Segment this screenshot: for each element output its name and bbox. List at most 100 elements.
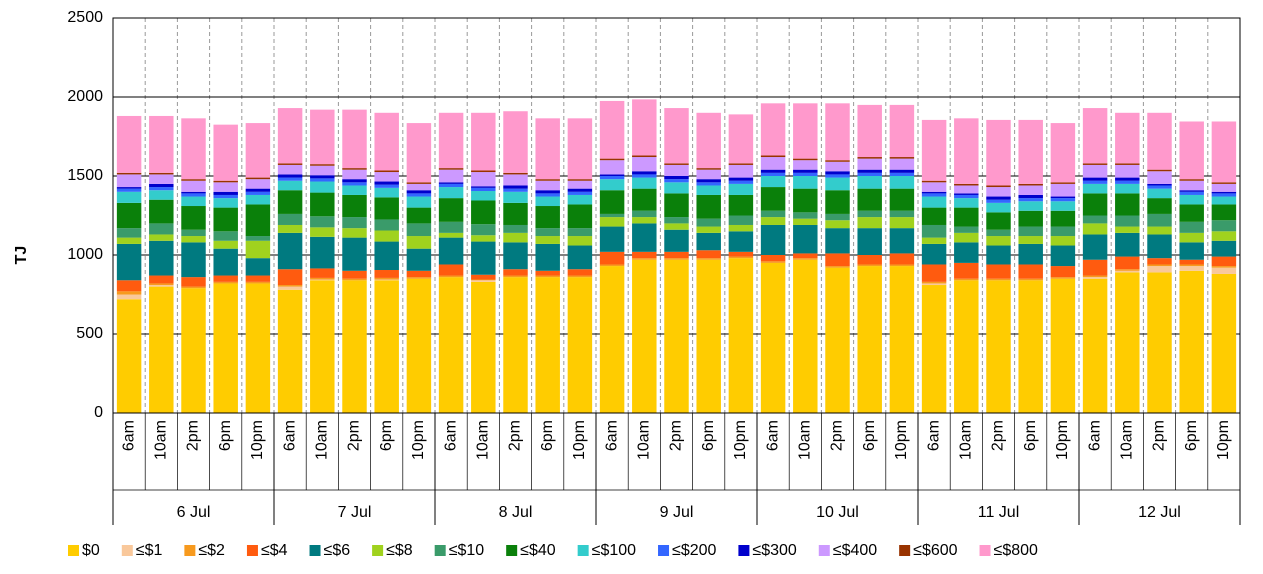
bar-segment — [793, 259, 818, 413]
bar-segment — [535, 180, 560, 191]
bar-segment — [567, 180, 593, 189]
bar-segment — [149, 183, 174, 188]
bar-segment — [116, 228, 142, 238]
bar-segment — [1211, 121, 1237, 183]
bar-segment — [1018, 185, 1043, 195]
bar-segment — [374, 280, 399, 413]
bar-segment — [567, 191, 593, 195]
bar-segment — [149, 174, 174, 184]
bar-segment — [921, 196, 947, 208]
bar-segment — [374, 230, 399, 242]
bar-segment — [1050, 198, 1076, 202]
bar-segment — [825, 171, 850, 175]
bar-segment — [760, 172, 786, 176]
legend-label: ≤$1 — [136, 542, 163, 559]
bar-segment — [696, 232, 721, 251]
x-tick-label: 2pm — [1151, 420, 1168, 451]
bar-segment — [1018, 198, 1043, 202]
bar-segment — [213, 248, 238, 276]
bar-segment — [825, 267, 850, 413]
bar-segment — [664, 164, 689, 176]
bar-segment — [181, 193, 206, 197]
bar-segment — [1211, 183, 1237, 192]
legend-label: ≤$800 — [994, 542, 1038, 559]
bar-segment — [310, 165, 335, 176]
bar-segment — [664, 182, 689, 194]
bar-segment — [116, 172, 142, 175]
bar-segment — [1018, 210, 1043, 227]
bar-segment — [696, 185, 721, 195]
bar-segment — [825, 177, 850, 191]
bar-segment — [342, 185, 367, 195]
bar-segment — [954, 207, 979, 227]
bar-segment — [471, 200, 496, 225]
bar-segment — [793, 188, 818, 213]
bar-segment — [889, 217, 915, 229]
bar-segment — [599, 266, 625, 413]
bar-segment — [889, 264, 915, 267]
bar-segment — [728, 215, 754, 225]
bar-segment — [760, 103, 786, 156]
bar-segment — [310, 109, 335, 165]
bar-segment — [342, 169, 367, 180]
bar-segment — [310, 280, 335, 413]
group-label: 11 Jul — [978, 504, 1020, 521]
bar-segment — [728, 164, 754, 178]
y-tick-label: 1500 — [67, 167, 103, 184]
bar-segment — [1147, 272, 1172, 413]
bar-segment — [535, 275, 560, 278]
x-tick-label: 2pm — [668, 420, 685, 451]
bar-segment — [986, 187, 1011, 197]
bar-segment — [1018, 278, 1043, 281]
bar-segment — [535, 243, 560, 271]
bar-segment — [954, 194, 979, 199]
bar-segment — [825, 103, 850, 161]
bar-segment — [1082, 275, 1108, 278]
bar-segment — [1211, 256, 1237, 267]
bar-segment — [728, 114, 754, 164]
bar-segment — [921, 207, 947, 225]
bar-segment — [857, 266, 882, 413]
bar-segment — [1147, 112, 1172, 170]
bar-segment — [632, 259, 657, 413]
bar-segment — [567, 228, 593, 237]
bar-segment — [728, 183, 754, 195]
bar-segment — [503, 172, 528, 175]
y-tick-label: 2000 — [67, 88, 103, 105]
bar-segment — [1082, 259, 1108, 276]
bar-segment — [374, 197, 399, 220]
bar-segment — [471, 172, 496, 187]
bar-segment — [793, 158, 818, 161]
legend-swatch — [899, 545, 911, 556]
bar-segment — [438, 275, 464, 278]
bar-segment — [181, 179, 206, 181]
bar-segment — [696, 258, 721, 260]
bar-segment — [149, 240, 174, 276]
bar-segment — [149, 286, 174, 413]
legend-swatch — [979, 545, 991, 556]
bar-segment — [1179, 191, 1204, 195]
bar-segment — [277, 289, 303, 413]
bar-segment — [245, 194, 271, 205]
legend-label: ≤$200 — [672, 542, 716, 559]
bar-segment — [310, 164, 335, 166]
bar-segment — [406, 193, 432, 197]
bar-segment — [503, 277, 528, 413]
bar-segment — [1147, 234, 1172, 259]
bar-segment — [599, 213, 625, 218]
bar-segment — [1082, 193, 1108, 216]
bar-segment — [696, 226, 721, 233]
bar-segment — [149, 285, 174, 287]
bar-segment — [632, 210, 657, 218]
bar-segment — [149, 172, 174, 175]
legend-label: ≤$10 — [449, 542, 485, 559]
bar-segment — [1179, 242, 1204, 260]
bar-segment — [374, 241, 399, 271]
legend-swatch — [818, 545, 830, 556]
bar-segment — [277, 269, 303, 286]
bar-segment — [503, 191, 528, 203]
bar-segment — [760, 217, 786, 225]
bar-segment — [632, 157, 657, 172]
bar-segment — [728, 163, 754, 165]
bar-segment — [1179, 221, 1204, 233]
